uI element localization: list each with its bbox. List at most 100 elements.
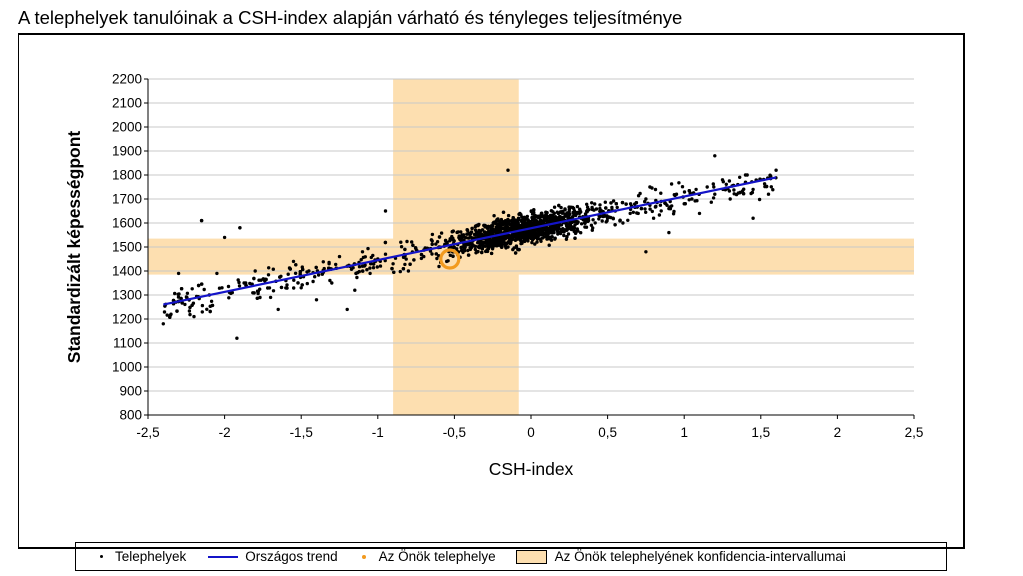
scatter-point — [506, 245, 510, 249]
legend-marker-line-icon — [208, 555, 239, 558]
scatter-point — [378, 264, 383, 268]
scatter-point — [311, 279, 315, 284]
scatter-point — [165, 313, 169, 317]
scatter-point — [430, 232, 435, 237]
scatter-point — [532, 215, 536, 219]
scatter-point — [516, 216, 521, 220]
scatter-point — [750, 190, 755, 195]
scatter-point — [322, 266, 326, 271]
scatter-point — [586, 219, 590, 223]
scatter-point — [497, 223, 501, 227]
scatter-point — [255, 296, 259, 300]
scatter-point — [533, 235, 537, 240]
scatter-point — [762, 182, 767, 186]
scatter-point — [288, 267, 292, 271]
scatter-point — [419, 256, 424, 261]
scatter-point — [430, 242, 434, 246]
scatter-point — [720, 178, 725, 182]
scatter-point — [526, 218, 530, 222]
scatter-point — [226, 284, 231, 289]
scatter-point — [572, 229, 576, 233]
y-tick-label: 2000 — [112, 120, 142, 135]
scatter-point — [363, 255, 367, 259]
scatter-point — [548, 225, 553, 229]
scatter-point — [294, 263, 298, 267]
scatter-point — [220, 286, 224, 290]
scatter-point — [486, 224, 491, 229]
scatter-point — [475, 250, 480, 254]
scatter-point — [399, 240, 403, 244]
scatter-point — [768, 173, 772, 177]
ci-band-horizontal — [148, 238, 914, 275]
scatter-point — [561, 227, 565, 231]
scatter-point — [268, 295, 273, 300]
scatter-point — [654, 204, 658, 209]
scatter-point — [489, 224, 494, 228]
scatter-point — [357, 269, 361, 274]
x-tick-label: 2,5 — [905, 425, 924, 440]
scatter-point — [437, 264, 441, 269]
scatter-point — [484, 231, 489, 235]
scatter-point — [369, 262, 373, 266]
scatter-point — [371, 262, 376, 266]
scatter-point — [208, 304, 212, 308]
chart-frame: 800 900 1000 1100 1200 1300 1400 1500 1600 1700 18… — [18, 33, 965, 571]
scatter-point — [575, 204, 580, 209]
scatter-point — [271, 289, 276, 293]
scatter-point — [557, 230, 562, 235]
y-tick-label: 1900 — [112, 144, 142, 159]
scatter-point — [452, 239, 456, 243]
scatter-point — [390, 266, 394, 271]
scatter-point — [521, 221, 525, 225]
scatter-point — [238, 226, 242, 230]
scatter-point — [286, 272, 290, 276]
scatter-point — [411, 243, 415, 247]
scatter-point — [598, 214, 603, 218]
scatter-point — [459, 237, 463, 241]
scatter-point — [585, 202, 589, 206]
scatter-point — [190, 287, 194, 291]
y-tick-label: 1200 — [112, 312, 142, 327]
scatter-point — [501, 236, 505, 240]
scatter-point — [334, 262, 338, 267]
scatter-point — [460, 233, 464, 237]
scatter-point — [534, 233, 538, 237]
scatter-point — [557, 226, 561, 230]
scatter-point — [403, 262, 407, 267]
own-site-marker — [439, 248, 461, 270]
y-tick-label: 800 — [119, 408, 142, 423]
scatter-point — [196, 283, 201, 288]
scatter-point — [582, 221, 587, 225]
scatter-point — [236, 278, 240, 282]
y-tick-label: 1500 — [112, 240, 142, 255]
scatter-point — [497, 239, 501, 244]
scatter-point — [667, 206, 671, 211]
scatter-point — [751, 187, 755, 192]
scatter-point — [354, 271, 358, 276]
scatter-point — [355, 275, 359, 280]
scatter-point — [188, 305, 192, 310]
scatter-point — [628, 202, 633, 206]
scatter-point — [694, 187, 698, 192]
scatter-point — [519, 213, 523, 217]
scatter-point — [279, 285, 284, 290]
scatter-point — [445, 259, 449, 264]
scatter-point — [578, 208, 582, 213]
scatter-point — [757, 197, 762, 202]
scatter-point — [437, 235, 442, 239]
scatter-point — [667, 230, 671, 235]
scatter-point — [556, 211, 561, 216]
trend-line — [163, 176, 777, 306]
scatter-point — [401, 255, 406, 259]
scatter-point — [292, 278, 296, 282]
scatter-point — [682, 190, 687, 194]
scatter-point — [598, 206, 602, 211]
scatter-point — [494, 221, 498, 225]
scatter-point — [199, 218, 204, 223]
scatter-point — [368, 271, 372, 276]
scatter-point — [439, 231, 444, 235]
scatter-point — [663, 201, 667, 205]
scatter-point — [553, 215, 558, 219]
scatter-point — [208, 309, 212, 314]
scatter-point — [510, 236, 515, 241]
